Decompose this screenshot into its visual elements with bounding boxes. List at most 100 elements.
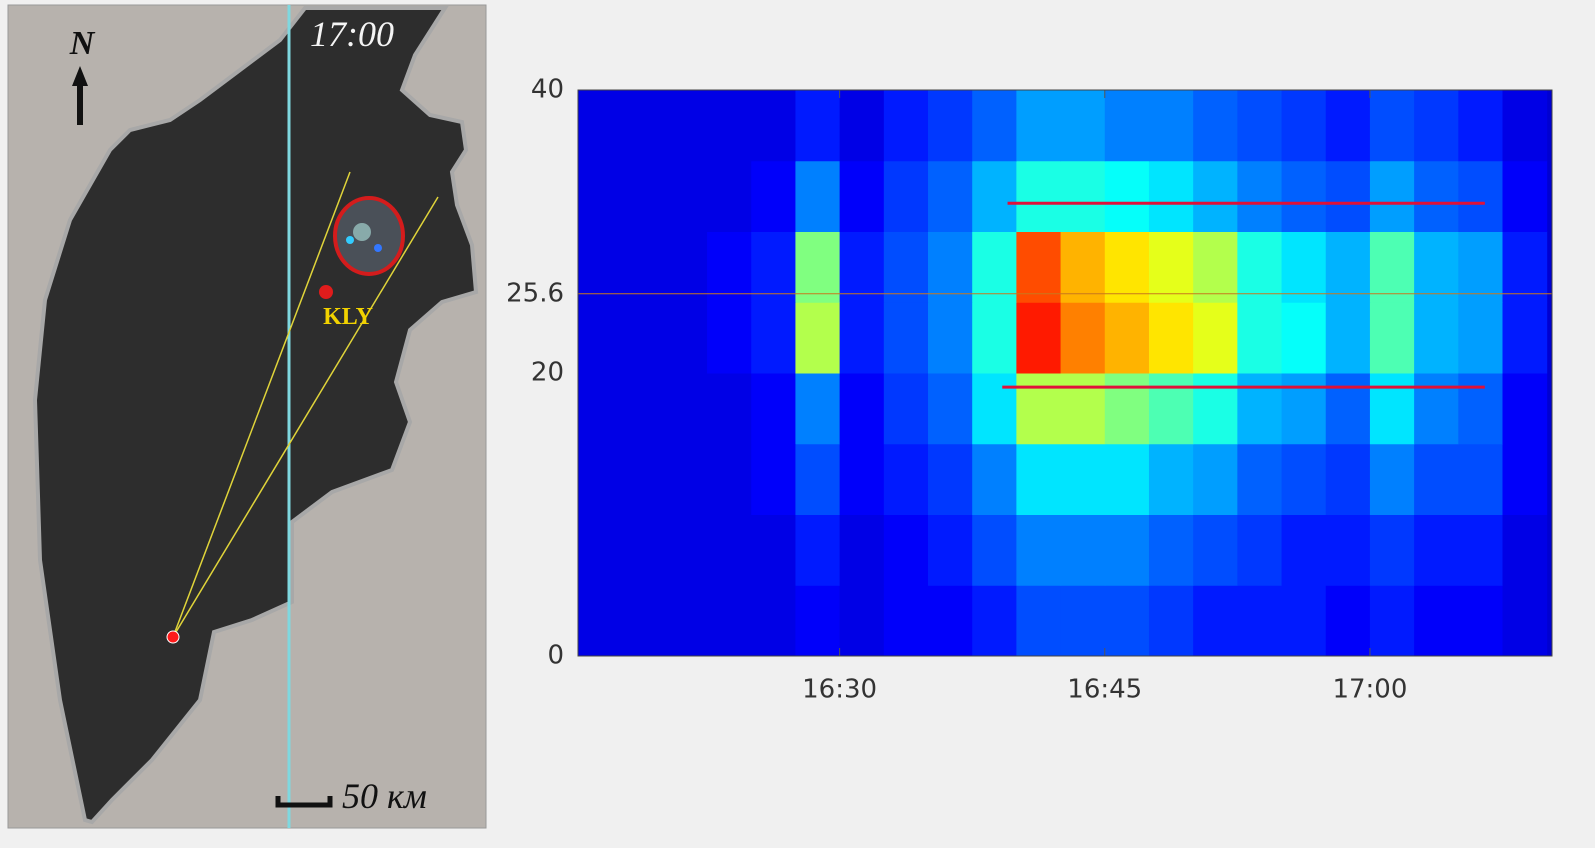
- speckle: [346, 236, 354, 244]
- cell: [1414, 231, 1459, 303]
- cell: [883, 160, 929, 232]
- cell: [1193, 231, 1238, 303]
- cell: [972, 373, 1017, 445]
- cell: [1016, 443, 1062, 515]
- cell: [972, 231, 1017, 303]
- cell: [1104, 514, 1150, 586]
- cell: [1502, 514, 1548, 586]
- cell: [1016, 160, 1062, 232]
- y-tick-label: 20: [531, 358, 564, 388]
- cell: [1193, 373, 1238, 445]
- cell: [1414, 514, 1459, 586]
- cell: [1016, 231, 1062, 303]
- cell: [1281, 443, 1327, 515]
- cell: [1104, 160, 1150, 232]
- cell: [618, 90, 664, 162]
- north-label: N: [69, 25, 96, 62]
- cell: [928, 514, 973, 586]
- cell: [1325, 302, 1371, 374]
- cell: [928, 231, 973, 303]
- cell: [795, 302, 841, 374]
- cell: [1414, 160, 1459, 232]
- cell: [1502, 231, 1548, 303]
- cell: [751, 514, 796, 586]
- cell: [1104, 585, 1150, 657]
- volcano: [319, 285, 333, 299]
- cell: [751, 160, 796, 232]
- cell: [1104, 90, 1150, 162]
- cell: [751, 90, 796, 162]
- cell: [1237, 231, 1283, 303]
- time-label: 17:00: [310, 14, 394, 54]
- cell: [972, 443, 1017, 515]
- cell: [618, 585, 664, 657]
- cell: [1060, 160, 1106, 232]
- cell: [1325, 160, 1371, 232]
- cell: [1369, 373, 1415, 445]
- cell: [1060, 231, 1106, 303]
- cell: [707, 90, 752, 162]
- cell: [1060, 585, 1106, 657]
- cell: [1148, 160, 1194, 232]
- cell: [751, 231, 796, 303]
- cell: [618, 302, 664, 374]
- cell: [578, 90, 620, 162]
- scale-label: 50 км: [342, 776, 427, 816]
- cell: [618, 160, 664, 232]
- cell: [928, 160, 973, 232]
- cell: [618, 231, 664, 303]
- cell: [662, 373, 708, 445]
- cell: [578, 514, 620, 586]
- cell: [972, 90, 1017, 162]
- cell: [751, 443, 796, 515]
- cell: [1325, 585, 1371, 657]
- cell: [839, 231, 885, 303]
- cell: [1016, 514, 1062, 586]
- cell: [1237, 160, 1283, 232]
- cell: [1458, 90, 1504, 162]
- cell: [1325, 373, 1371, 445]
- cell: [1281, 373, 1327, 445]
- cell: [1369, 90, 1415, 162]
- y-tick-label: 25.6: [506, 278, 564, 308]
- cell: [662, 160, 708, 232]
- ray: [172, 196, 439, 638]
- cell: [1281, 585, 1327, 657]
- cell: [1060, 373, 1106, 445]
- cell: [1148, 443, 1194, 515]
- cell: [1060, 90, 1106, 162]
- cell: [1369, 443, 1415, 515]
- cell: [972, 302, 1017, 374]
- cell: [1281, 302, 1327, 374]
- cell: [578, 231, 620, 303]
- cell: [1104, 231, 1150, 303]
- speckle: [353, 223, 371, 241]
- cell: [1193, 514, 1238, 586]
- cell: [618, 514, 664, 586]
- cell: [1237, 373, 1283, 445]
- cell: [662, 231, 708, 303]
- cell: [707, 302, 752, 374]
- cell: [883, 90, 929, 162]
- cell: [883, 514, 929, 586]
- cell: [1325, 90, 1371, 162]
- cell: [1414, 585, 1459, 657]
- cell: [1237, 514, 1283, 586]
- x-tick-label: 17:00: [1332, 675, 1407, 705]
- receiver: [166, 630, 180, 644]
- cell: [662, 302, 708, 374]
- cell: [662, 443, 708, 515]
- x-tick-label: 16:30: [802, 675, 877, 705]
- scale-bar: [275, 796, 333, 808]
- cell: [883, 302, 929, 374]
- cell: [1502, 160, 1548, 232]
- cell: [1193, 443, 1238, 515]
- cell: [1502, 90, 1548, 162]
- cell: [707, 231, 752, 303]
- cell: [1458, 443, 1504, 515]
- cell: [1016, 585, 1062, 657]
- cell: [795, 160, 841, 232]
- cell: [883, 231, 929, 303]
- cell: [1237, 585, 1283, 657]
